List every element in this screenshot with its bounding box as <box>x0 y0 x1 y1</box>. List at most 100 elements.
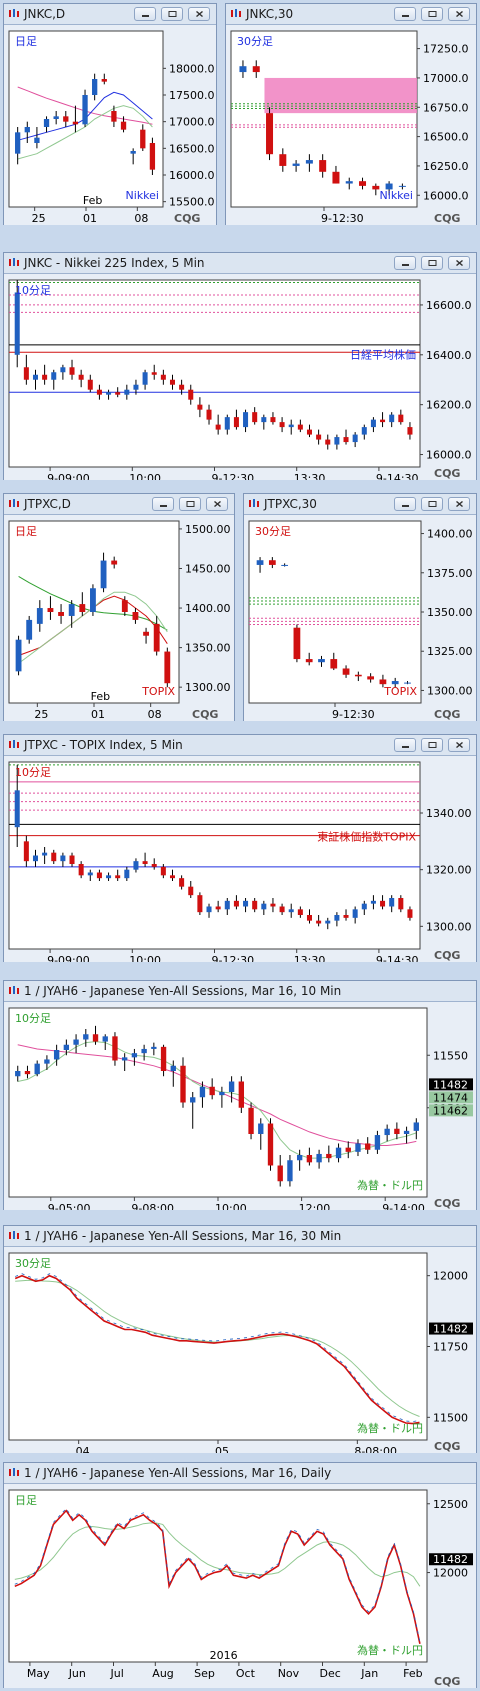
window-titlebar[interactable]: JNKC - Nikkei 225 Index, 5 Min <box>4 253 476 274</box>
candle-body <box>379 679 387 685</box>
candle-body <box>252 66 260 73</box>
minimize-button[interactable] <box>394 497 416 511</box>
y-tick-label: 17500.0 <box>169 89 215 102</box>
x-tick-label: 10:00 <box>129 472 161 480</box>
candle-body <box>361 427 367 435</box>
close-button[interactable] <box>448 7 470 21</box>
candle-body <box>131 1053 138 1058</box>
close-button[interactable] <box>448 256 470 270</box>
candle-body <box>334 915 340 921</box>
instrument-label: 為替・ドル円 <box>357 1178 423 1192</box>
minimize-button[interactable] <box>152 497 174 511</box>
candle-body <box>53 116 59 119</box>
x-tick-label: Jan <box>360 1667 378 1680</box>
cqg-logo: CQG <box>174 212 200 225</box>
window-titlebar[interactable]: 1 / JYAH6 - Japanese Yen-All Sessions, M… <box>4 1463 476 1484</box>
x-tick-label: 9-08:00 <box>131 1202 174 1210</box>
window-titlebar[interactable]: 1 / JYAH6 - Japanese Yen-All Sessions, M… <box>4 1226 476 1247</box>
y-tick-label: 1400.00 <box>427 528 473 541</box>
candle-body <box>179 878 185 887</box>
y-tick-label: 11750 <box>433 1341 468 1354</box>
candle-body <box>267 1123 274 1166</box>
candle-body <box>164 651 171 684</box>
minimize-button[interactable] <box>134 7 156 21</box>
x-tick-label: 9-05:00 <box>48 1202 91 1210</box>
candle-body <box>355 1143 361 1152</box>
candle-body <box>78 864 84 876</box>
window-titlebar[interactable]: 1 / JYAH6 - Japanese Yen-All Sessions, M… <box>4 981 476 1002</box>
window-title: 1 / JYAH6 - Japanese Yen-All Sessions, M… <box>24 1229 342 1243</box>
candle-body <box>60 855 66 862</box>
candle-body <box>343 437 349 443</box>
line-chart[interactable]: 12000 11750 11500 11482 04 05 8-08:00 30分足為替・ドル… <box>4 1247 476 1453</box>
candle-body <box>197 895 203 913</box>
candlestick-chart[interactable]: 1340.00 1320.00 1300.00 9-09:00 10:00 9-12:30… <box>4 756 476 962</box>
maximize-button[interactable] <box>421 256 443 270</box>
candle-body <box>352 434 358 443</box>
minimize-button[interactable] <box>394 256 416 270</box>
candle-body <box>69 855 75 864</box>
instrument-label: 東証株価指数TOPIX <box>317 830 416 844</box>
chart-window-icon <box>9 499 19 507</box>
chart-period-label: 30分足 <box>15 1257 51 1270</box>
window-title: JTPXC,D <box>24 497 71 511</box>
candle-body <box>83 1034 89 1040</box>
plot-area <box>230 30 418 208</box>
candlestick-chart[interactable]: 17250.0 17000.0 16750.0 16500.0 16250.0 16000… <box>226 25 476 225</box>
candle-body <box>268 560 276 565</box>
window-titlebar[interactable]: JNKC,30 <box>226 4 476 25</box>
close-button[interactable] <box>206 497 228 511</box>
candle-body <box>270 417 276 423</box>
instrument-label: TOPIX <box>383 685 417 698</box>
candlestick-chart[interactable]: 1500.00 1450.00 1400.00 1350.00 1300.00 25 01 0… <box>4 515 234 721</box>
candle-body <box>219 1092 225 1096</box>
minimize-button[interactable] <box>394 7 416 21</box>
window-titlebar[interactable]: JTPXC,D <box>4 494 234 515</box>
candle-body <box>73 1039 79 1045</box>
close-button[interactable] <box>448 497 470 511</box>
candlestick-chart[interactable]: 18000.0 17500.0 17000.0 16500.0 16000.0 15500… <box>4 25 216 225</box>
candlestick-chart[interactable]: 1400.00 1375.00 1350.00 1325.00 1300.00 9-12:… <box>244 515 476 721</box>
candle-body <box>92 79 98 95</box>
candle-body <box>15 1071 21 1077</box>
window-titlebar[interactable]: JTPXC - TOPIX Index, 5 Min <box>4 735 476 756</box>
y-tick-label: 16250.0 <box>423 160 469 173</box>
candle-body <box>248 1107 254 1134</box>
candlestick-chart[interactable]: 16600.0 16400.0 16200.0 16000.0 9-09:00 10:00… <box>4 274 476 480</box>
candle-body <box>179 384 185 390</box>
candle-body <box>413 1122 419 1131</box>
close-button[interactable] <box>448 738 470 752</box>
chart-window-icon <box>9 1231 19 1239</box>
candle-body <box>14 292 20 355</box>
close-icon <box>214 501 221 507</box>
maximize-button[interactable] <box>421 497 443 511</box>
candle-body <box>345 1147 351 1152</box>
candlestick-chart[interactable]: 11550115001148211474114629-05:009-08:001… <box>4 1002 476 1210</box>
maximize-button[interactable] <box>179 497 201 511</box>
window-titlebar[interactable]: JTPXC,30 <box>244 494 476 515</box>
maximize-button[interactable] <box>421 7 443 21</box>
window-title: JNKC,D <box>24 7 66 21</box>
maximize-icon <box>428 11 437 17</box>
maximize-button[interactable] <box>161 7 183 21</box>
x-tick-label: Jul <box>110 1667 124 1680</box>
cqg-logo: CQG <box>434 1440 460 1453</box>
candle-body <box>306 429 312 435</box>
minimize-button[interactable] <box>394 738 416 752</box>
price-tag-label: 11474 <box>433 1091 468 1104</box>
candle-body <box>332 171 340 184</box>
candle-body <box>188 886 194 896</box>
candle-body <box>391 681 399 685</box>
window-titlebar[interactable]: JNKC,D <box>4 4 216 25</box>
candle-body <box>160 866 166 876</box>
x-tick-label: 9-12:30 <box>332 708 375 721</box>
window-jyah6-30min: 1 / JYAH6 - Japanese Yen-All Sessions, M… <box>3 1225 477 1453</box>
y-tick-label: 1450.00 <box>185 562 231 575</box>
candle-body <box>151 1046 157 1049</box>
close-button[interactable] <box>188 7 210 21</box>
instrument-label: 為替・ドル円 <box>357 1643 423 1657</box>
maximize-button[interactable] <box>421 738 443 752</box>
candle-body <box>398 185 406 187</box>
candle-body <box>261 903 267 910</box>
